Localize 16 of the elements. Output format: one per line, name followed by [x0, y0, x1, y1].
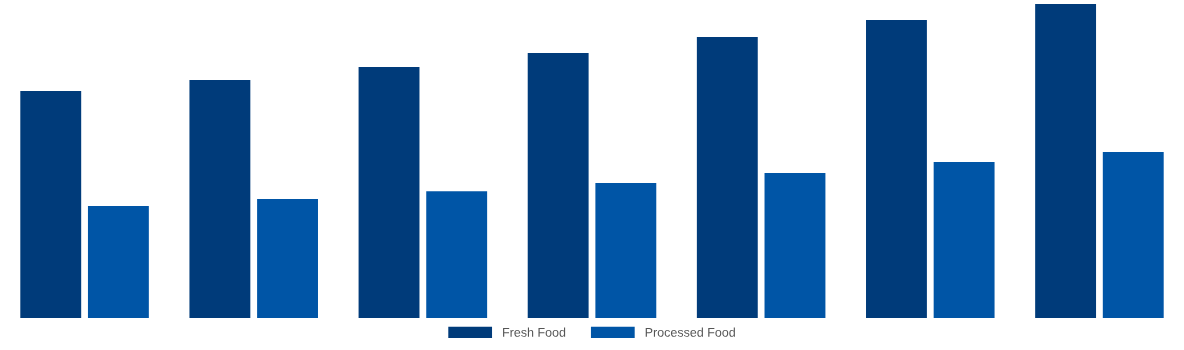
bar — [764, 172, 826, 318]
bar — [1035, 4, 1097, 318]
legend-label: Fresh Food — [503, 327, 566, 337]
legend-label: Processed Food — [645, 327, 735, 337]
bar — [933, 161, 995, 318]
bar — [1102, 151, 1164, 318]
bar — [426, 191, 488, 318]
bar — [189, 79, 251, 318]
bar — [527, 52, 589, 318]
bar — [358, 67, 420, 318]
bar — [87, 205, 149, 318]
bar — [595, 182, 657, 318]
bar — [696, 36, 758, 318]
bar — [866, 20, 927, 318]
bar — [20, 90, 82, 318]
bar — [257, 198, 318, 318]
